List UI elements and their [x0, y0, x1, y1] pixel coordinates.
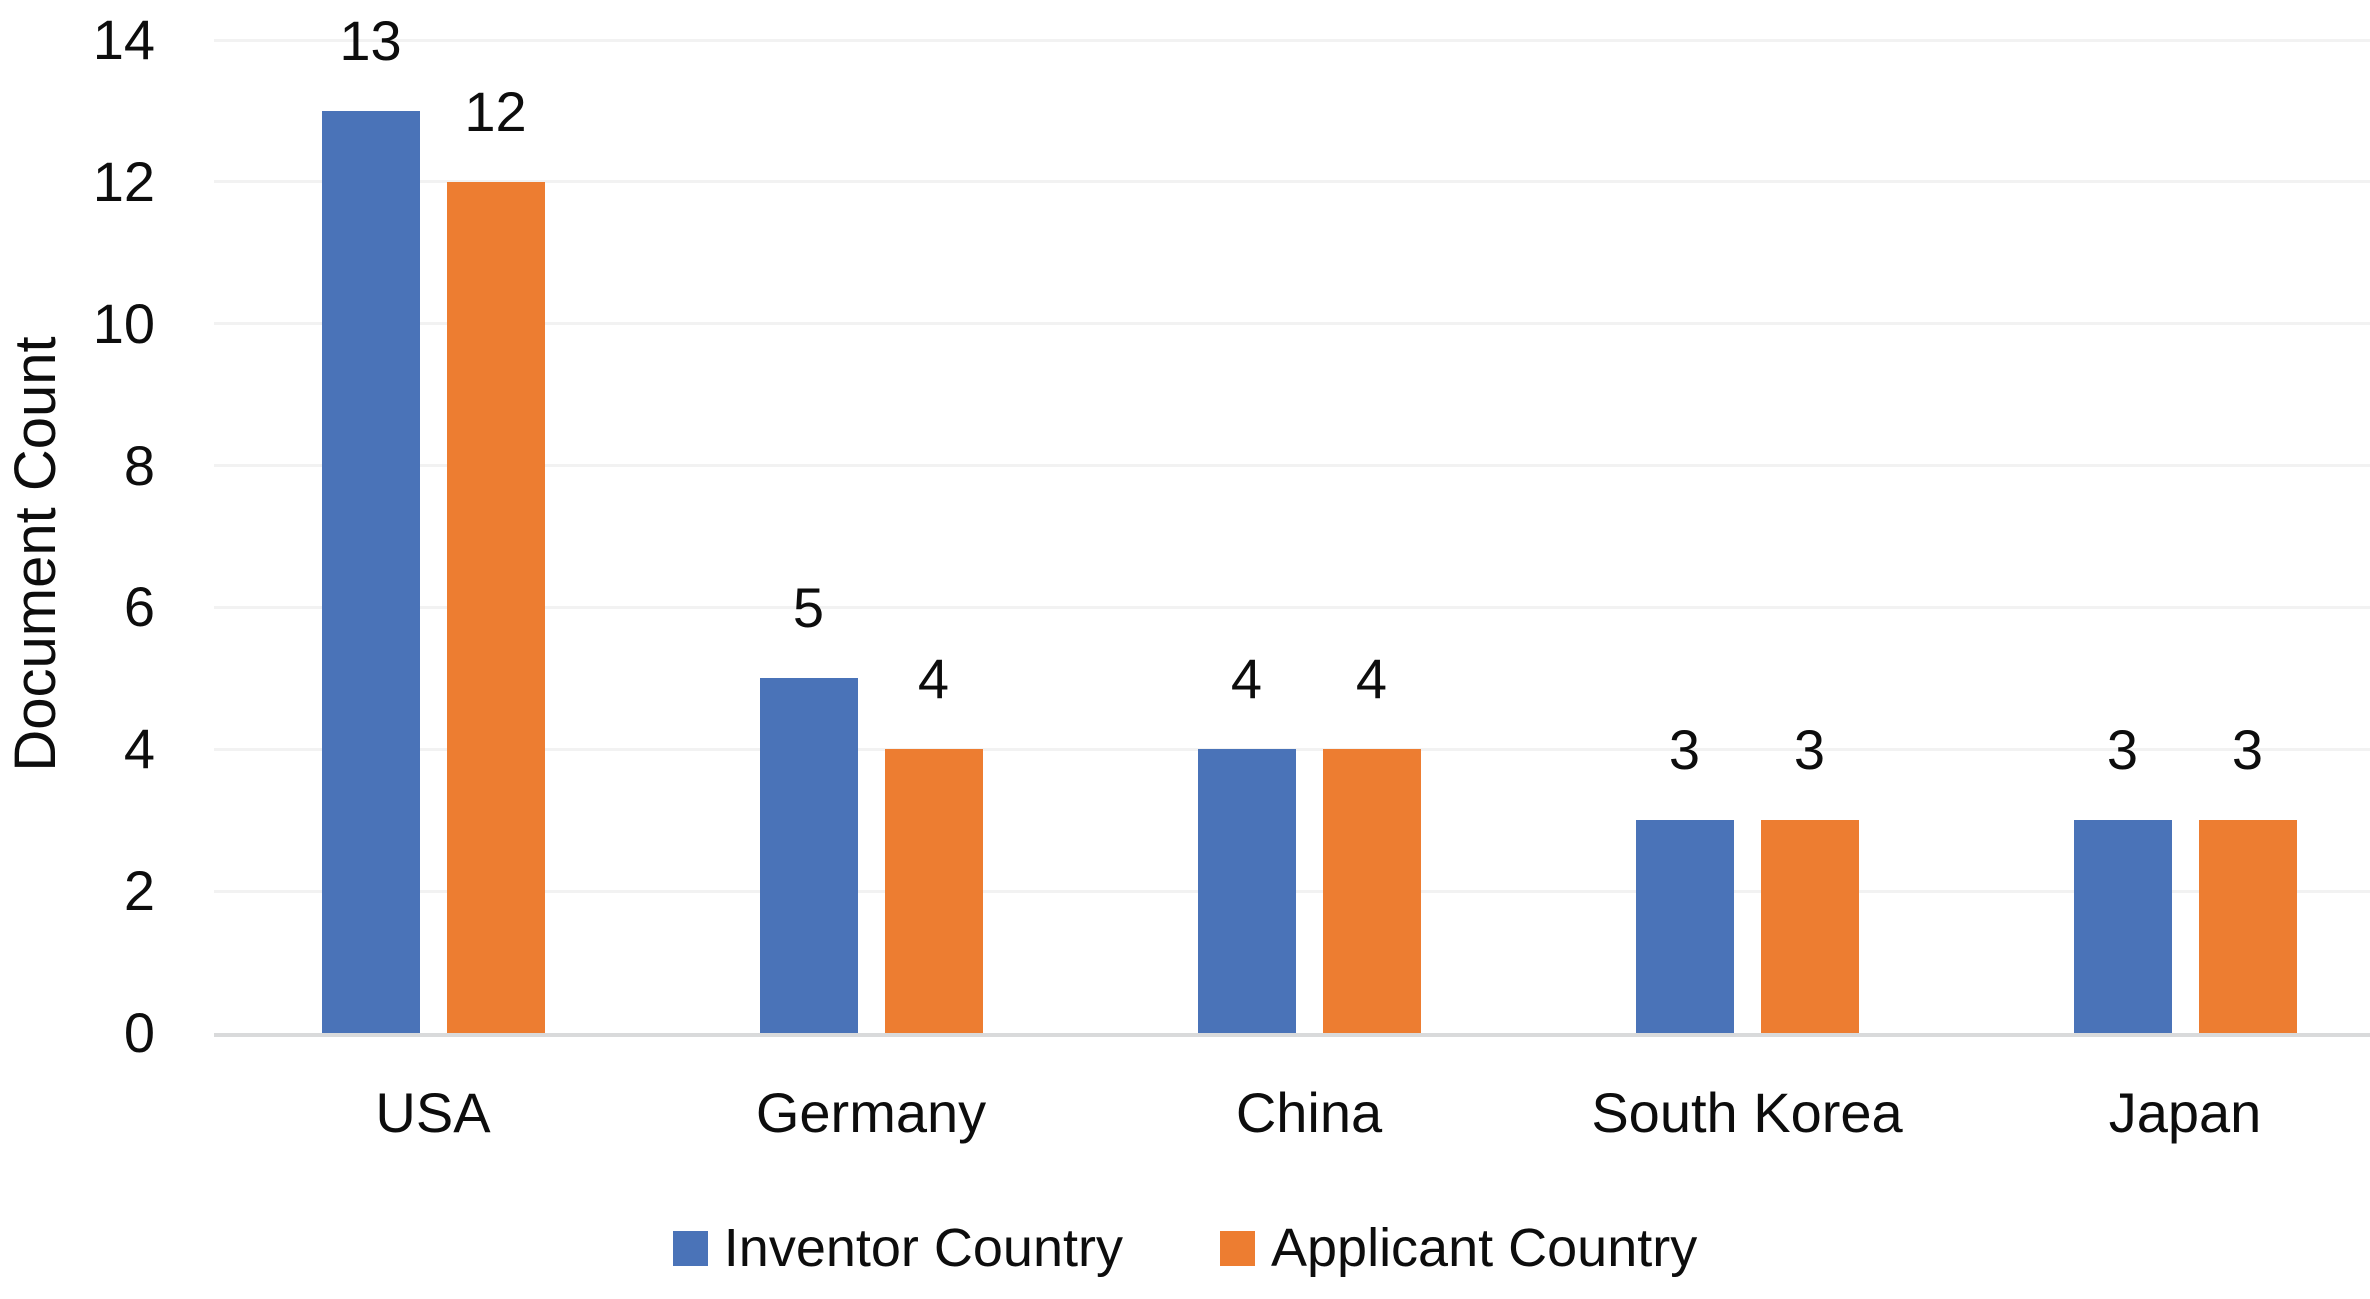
bar: 5	[759, 580, 858, 1033]
bar-value-label: 3	[1793, 718, 1826, 782]
x-axis-line	[214, 1033, 2370, 1037]
gridline	[214, 38, 2370, 42]
y-tick-label: 2	[123, 859, 155, 923]
bar-value-label: 4	[1230, 647, 1263, 711]
y-tick-label: 12	[92, 149, 155, 213]
bar: 3	[2198, 722, 2297, 1033]
y-tick-label: 4	[123, 717, 155, 781]
legend-label: Applicant Country	[1270, 1218, 1698, 1278]
legend-item: Inventor Country	[672, 1218, 1123, 1278]
bar-value-label: 13	[339, 8, 402, 72]
bar: 4	[1197, 651, 1296, 1033]
bar-value-label: 3	[2106, 718, 2139, 782]
legend-swatch-icon	[1219, 1230, 1255, 1266]
bar: 13	[321, 12, 420, 1033]
bar: 4	[884, 651, 983, 1033]
y-tick-label: 6	[123, 575, 155, 639]
legend-item: Applicant Country	[1219, 1218, 1698, 1278]
gridline	[214, 464, 2370, 468]
legend: Inventor Country Applicant Country	[0, 1218, 2370, 1278]
bar-value-label: 5	[792, 576, 825, 640]
gridline	[214, 605, 2370, 609]
bars-area: 13 12 5 4 4 4 3 3 3 3	[214, 12, 2370, 1033]
bar: 3	[1760, 722, 1859, 1033]
y-tick-label: 0	[123, 1001, 155, 1064]
gridline	[214, 180, 2370, 184]
category-group: 13 12	[214, 12, 652, 1033]
gridline	[214, 747, 2370, 751]
bar-value-label: 3	[1668, 718, 1701, 782]
x-axis-tick-labels: USA Germany China South Korea Japan	[214, 1080, 2370, 1146]
x-tick-label: China	[1235, 1081, 1383, 1144]
legend-label: Inventor Country	[723, 1218, 1123, 1278]
legend-swatch-icon	[672, 1230, 708, 1266]
bar: 3	[2073, 722, 2172, 1033]
x-tick-label: Japan	[2108, 1081, 2262, 1144]
y-tick-label: 8	[123, 433, 155, 497]
bar-value-label: 4	[1355, 647, 1388, 711]
y-axis-tick-labels: 0 2 4 6 8 10 12 14	[0, 12, 155, 1061]
bar-value-label: 4	[917, 647, 950, 711]
gridline	[214, 322, 2370, 326]
x-tick-label: Germany	[755, 1081, 987, 1144]
bar: 4	[1322, 651, 1421, 1033]
bar-value-label: 12	[464, 79, 527, 143]
bar: 3	[1635, 722, 1734, 1033]
y-tick-label: 10	[92, 291, 155, 355]
bar: 12	[446, 83, 545, 1033]
y-tick-label: 14	[92, 8, 155, 71]
x-tick-label: South Korea	[1591, 1081, 1903, 1144]
bar-value-label: 3	[2231, 718, 2264, 782]
x-tick-label: USA	[375, 1081, 491, 1144]
